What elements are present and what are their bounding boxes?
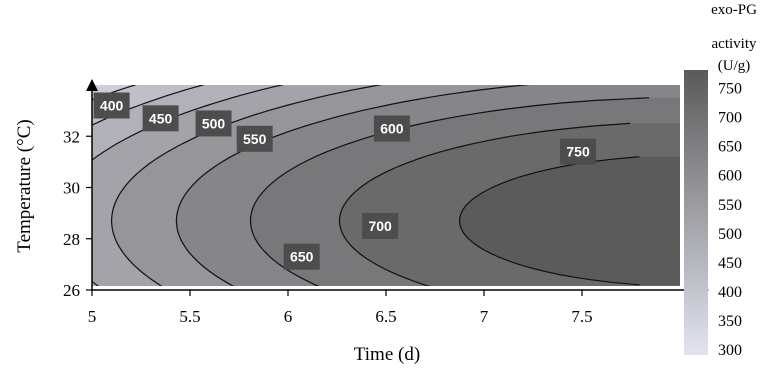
colorbar-tick-label: 750 [718, 80, 742, 97]
y-tick-label: 32 [63, 127, 80, 146]
y-tick-label: 28 [63, 230, 80, 249]
colorbar-tick-label: 650 [718, 139, 742, 156]
colorbar-tick-label: 600 [718, 168, 742, 185]
y-axis-title: Temperature (°C) [14, 119, 35, 252]
colorbar-tick-label: 500 [718, 226, 742, 243]
colorbar-tick-label: 350 [718, 313, 742, 330]
contour-label: 550 [243, 131, 267, 147]
contour-label-box [195, 110, 232, 137]
contour-label: 600 [380, 121, 404, 137]
y-tick-label: 30 [63, 179, 80, 198]
colorbar-tick-label: 700 [718, 110, 742, 127]
colorbar-title-line-2: activity [712, 36, 757, 52]
band-750 [459, 156, 680, 285]
colorbar-tick-label: 550 [718, 197, 742, 214]
colorbar-ticks: 750 700 650 600 550 500 450 400 350 300 [718, 80, 742, 359]
contour-line-600 [175, 85, 531, 286]
x-tick-label: 7.5 [571, 307, 592, 326]
contour-label: 400 [100, 98, 124, 114]
y-ticks: 26 28 30 32 [63, 127, 92, 300]
contour-label-box [373, 115, 410, 142]
x-tick-label: 6.5 [375, 307, 396, 326]
contour-label: 750 [566, 144, 590, 160]
contour-line-750 [458, 156, 640, 286]
x-tick-label: 7 [480, 307, 489, 326]
contour-labels: 400 450 500 550 600 650 700 750 [93, 92, 597, 270]
contour-label-box [560, 138, 597, 165]
contour-label-box [362, 212, 399, 239]
colorbar-tick-label: 400 [718, 284, 742, 301]
contour-label: 650 [290, 249, 314, 265]
colorbar-gradient [684, 70, 708, 355]
colorbar-tick-label: 450 [718, 255, 742, 272]
contour-label-box [93, 92, 130, 119]
contour-line-700 [338, 122, 631, 286]
colorbar-title-line-3: (U/g) [718, 58, 751, 74]
contour-label: 500 [202, 115, 226, 131]
x-tick-label: 5 [88, 307, 97, 326]
contour-label: 450 [149, 110, 173, 126]
x-ticks: 5 5.5 6 6.5 7 7.5 [88, 290, 593, 326]
y-tick-label: 26 [63, 281, 80, 300]
contour-label-box [283, 243, 320, 270]
contour-label-box [142, 105, 179, 132]
colorbar-tick-label: 300 [718, 342, 742, 359]
contour-label: 700 [368, 218, 392, 234]
contour-line-550 [110, 85, 383, 286]
x-axis-title: Time (d) [354, 344, 420, 365]
colorbar-title-line-1: exo-PG [711, 2, 757, 18]
colorbar: exo-PG activity (U/g) 750 700 650 600 550 500… [684, 2, 757, 359]
contour-line-500 [92, 85, 284, 286]
x-tick-label: 6 [284, 307, 293, 326]
contour-label-box [236, 125, 273, 152]
x-tick-label: 5.5 [179, 307, 200, 326]
